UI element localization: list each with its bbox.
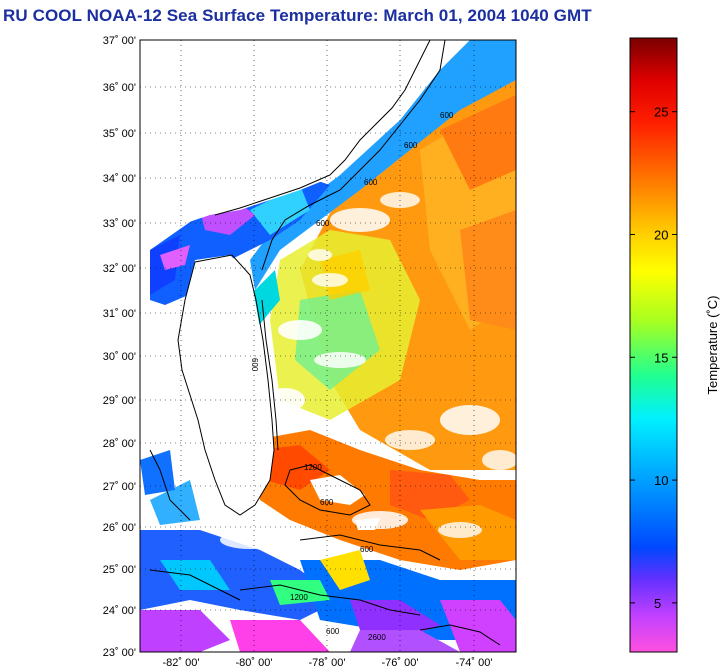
lat-label: 33˚ 00' bbox=[103, 218, 136, 230]
map-title: RU COOL NOAA-12 Sea Surface Temperature:… bbox=[3, 6, 592, 25]
lat-label: 25˚ 00' bbox=[103, 564, 136, 576]
contour-label: 2600 bbox=[368, 633, 386, 642]
colorbar-tick-label: 10 bbox=[654, 473, 668, 488]
contour-label: 600 bbox=[440, 111, 454, 120]
colorbar-frame bbox=[629, 37, 678, 653]
longitude-axis: -82˚ 00' -80˚ 00' -78˚ 00' -76˚ 00' -74˚… bbox=[163, 657, 493, 669]
contour-label: 600 bbox=[404, 141, 418, 150]
lat-label: 27˚ 00' bbox=[103, 481, 136, 493]
colorbar-tick-label: 25 bbox=[654, 105, 668, 120]
lat-label: 29˚ 00' bbox=[103, 395, 136, 407]
land bbox=[140, 40, 430, 530]
lat-label: 24˚ 00' bbox=[103, 605, 136, 617]
lat-label: 32˚ 00' bbox=[103, 263, 136, 275]
map-plot-area[interactable]: 600 600 600 600 1200 600 600 1200 600 60… bbox=[140, 40, 518, 652]
contour-label: 1200 bbox=[290, 593, 308, 602]
lat-label: 23˚ 00' bbox=[103, 647, 136, 659]
lon-label: -76˚ 00' bbox=[382, 657, 419, 669]
contour-label: 1200 bbox=[304, 463, 322, 472]
contour-label: 600 bbox=[320, 498, 334, 507]
colorbar-ticks: 25 20 15 10 5 bbox=[630, 105, 677, 611]
lat-label: 35˚ 00' bbox=[103, 128, 136, 140]
latitude-axis: 37˚ 00' 36˚ 00' 35˚ 00' 34˚ 00' 33˚ 00' … bbox=[103, 35, 136, 659]
colorbar-title: Temperature (˚C) bbox=[705, 296, 720, 395]
colorbar-tick-label: 20 bbox=[654, 227, 668, 242]
contour-label: 600 bbox=[326, 627, 340, 636]
coastline-contours bbox=[149, 40, 501, 646]
graticule bbox=[140, 40, 516, 652]
lat-label: 28˚ 00' bbox=[103, 438, 136, 450]
temperature-colorbar: 25 20 15 10 5 Temperature (˚C) bbox=[629, 37, 720, 653]
colorbar-tick-label: 5 bbox=[654, 596, 661, 611]
lat-label: 37˚ 00' bbox=[103, 35, 136, 47]
contour-label: 600 bbox=[316, 219, 330, 228]
lat-label: 36˚ 00' bbox=[103, 82, 136, 94]
contour-label: 600 bbox=[360, 545, 374, 554]
lon-label: -78˚ 00' bbox=[309, 657, 346, 669]
lat-label: 31˚ 00' bbox=[103, 308, 136, 320]
lon-label: -74˚ 00' bbox=[456, 657, 493, 669]
lat-label: 30˚ 00' bbox=[103, 351, 136, 363]
map-frame bbox=[139, 39, 517, 653]
contour-label: 600 bbox=[364, 178, 378, 187]
colorbar-gradient bbox=[630, 38, 677, 652]
contour-label: 600 bbox=[250, 358, 259, 372]
lon-label: -80˚ 00' bbox=[236, 657, 273, 669]
lon-label: -82˚ 00' bbox=[163, 657, 200, 669]
lat-label: 34˚ 00' bbox=[103, 173, 136, 185]
contour-labels: 600 600 600 600 1200 600 600 1200 600 60… bbox=[250, 111, 454, 642]
colorbar-tick-label: 15 bbox=[654, 350, 668, 365]
lat-label: 26˚ 00' bbox=[103, 522, 136, 534]
